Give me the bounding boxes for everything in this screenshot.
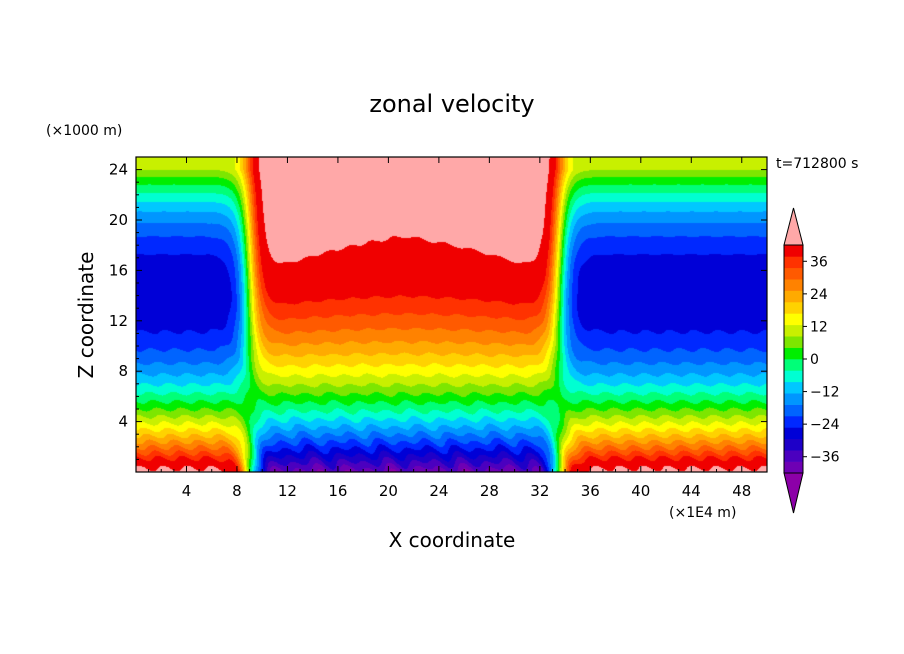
x-tick-label: 44 [682,482,701,500]
colorbar-cell [784,290,803,303]
x-tick-label: 20 [379,482,398,500]
x-tick-label: 12 [278,482,297,500]
colorbar-bottom-arrow [783,472,804,514]
colorbar-cell [784,381,803,394]
x-axis: 4 8 12 16 20 24 28 32 36 40 44 48 [148,157,755,500]
colorbar-cell [784,461,803,474]
y-tick-label: 16 [109,261,128,279]
x-tick-label: 28 [480,482,499,500]
x-axis-title: X coordinate [389,528,516,552]
plot-area [135,156,768,473]
x-tick-label: 40 [631,482,650,500]
x-tick-label: 16 [328,482,347,500]
colorbar-label: −12 [810,385,840,401]
colorbar-cell [784,416,803,428]
y-tick-label: 20 [109,211,128,229]
colorbar-cell [784,393,803,405]
x-tick-label: 32 [530,482,549,500]
colorbar-cell [784,267,803,280]
colorbar-label: 24 [810,287,828,303]
y-axis: 4 8 12 16 20 24 [109,161,767,460]
colorbar-cell [784,438,803,451]
colorbar-label: 0 [810,352,819,368]
colorbar: 36 24 12 0 −12 −24 −36 [783,207,840,514]
x-tick-label: 36 [581,482,600,500]
x-tick-label: 4 [182,482,192,500]
colorbar-label: 36 [810,254,828,270]
colorbar-label: −36 [810,450,840,466]
x-tick-label: 8 [232,482,242,500]
y-tick-label: 12 [109,312,128,330]
y-units-label: (×1000 m) [46,123,122,139]
y-axis-title: Z coordinate [74,252,98,379]
colorbar-cell [784,450,803,462]
colorbar-cell [784,324,803,337]
colorbar-label: −24 [810,417,840,433]
colorbar-label: 12 [810,319,828,335]
chart-title: zonal velocity [369,90,534,118]
colorbar-cell [784,256,803,269]
colorbar-cell [784,302,803,314]
colorbar-cell [784,404,803,417]
time-label: t=712800 s [776,156,858,172]
x-tick-label: 24 [429,482,448,500]
y-tick-label: 8 [118,362,128,380]
x-tick-label: 48 [732,482,751,500]
colorbar-cell [784,347,803,360]
x-units-label: (×1E4 m) [669,505,736,521]
colorbar-cell [784,279,803,291]
colorbar-cell [784,370,803,383]
colorbar-cell [784,313,803,326]
colorbar-cell [784,336,803,348]
colorbar-cell [784,359,803,371]
colorbar-cell [784,427,803,440]
y-tick-label: 4 [118,413,128,431]
velocity-field [136,157,767,472]
colorbar-top-arrow [783,207,804,246]
y-tick-label: 24 [109,161,128,179]
colorbar-cell [784,245,803,257]
